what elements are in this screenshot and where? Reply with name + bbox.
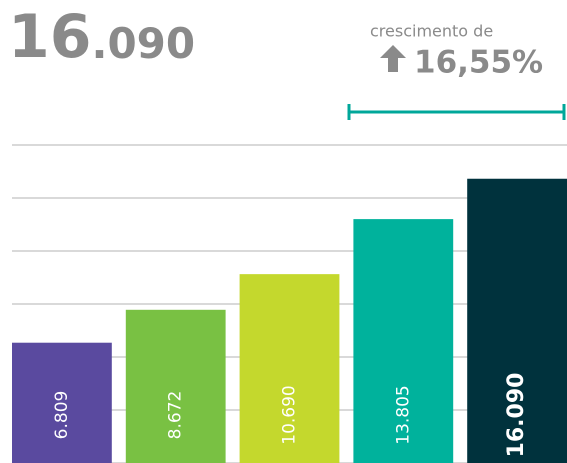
bar: [125, 309, 226, 463]
bar-value-label: 13.805: [393, 385, 413, 444]
bar: [239, 274, 340, 463]
growth-caption: crescimento de: [370, 22, 493, 41]
bar-value-label: 16.090: [504, 373, 529, 458]
bar: [12, 342, 112, 463]
bar: [353, 219, 454, 463]
bracket: [347, 104, 566, 120]
bar-value-label: 6.809: [52, 391, 72, 440]
bar: [467, 178, 567, 463]
headline-integer: 16: [8, 2, 92, 72]
bar-value-label: 8.672: [166, 391, 186, 440]
headline: 16.090: [8, 2, 195, 72]
growth-value: 16,55%: [414, 45, 543, 81]
bar-value-label: 10.690: [280, 385, 300, 444]
arrow-up-icon: [380, 45, 406, 72]
headline-decimal: .090: [92, 19, 196, 68]
